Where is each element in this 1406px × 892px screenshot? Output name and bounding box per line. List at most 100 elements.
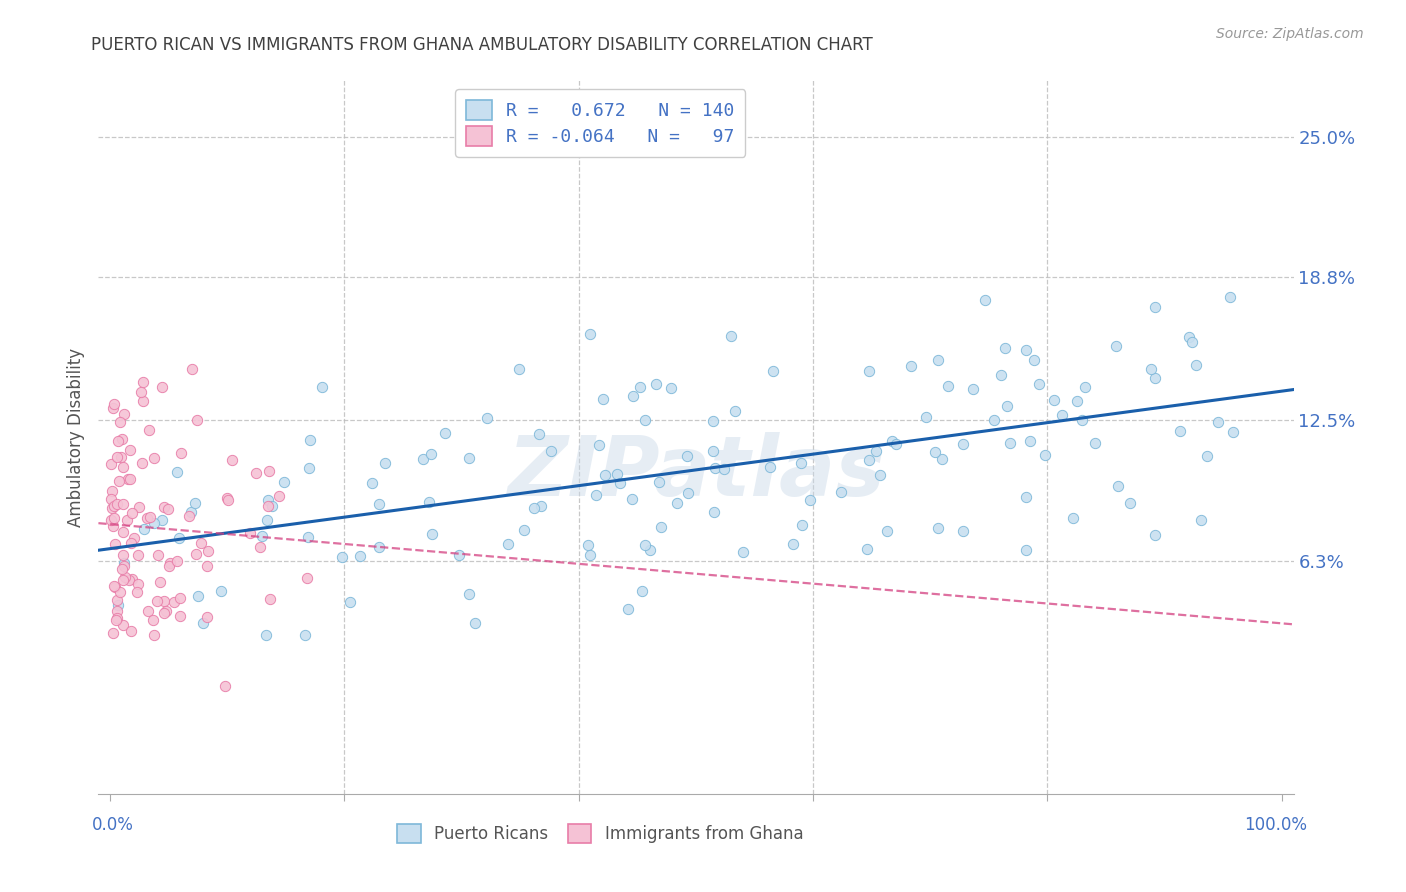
Point (412, 452, 434, 467)
Point (1144, 370, 1167, 384)
Point (143, 451, 166, 466)
Point (257, 500, 280, 514)
Point (579, 548, 602, 562)
Point (169, 608, 191, 623)
Point (121, 506, 143, 520)
Text: 100.0%: 100.0% (1244, 816, 1308, 834)
Point (330, 550, 353, 565)
Point (900, 359, 922, 373)
Point (105, 450, 128, 464)
Point (339, 595, 361, 609)
Point (117, 472, 139, 486)
Point (464, 615, 486, 630)
Point (361, 476, 384, 491)
Point (297, 530, 319, 544)
Point (676, 450, 699, 464)
Point (1070, 413, 1092, 427)
Point (136, 510, 159, 524)
Point (103, 626, 125, 640)
Point (298, 433, 321, 447)
Point (1015, 543, 1038, 558)
Point (120, 536, 142, 550)
Point (120, 624, 142, 638)
Point (108, 474, 131, 488)
Point (1043, 392, 1066, 407)
Point (865, 444, 887, 458)
Point (759, 460, 782, 475)
Point (1222, 425, 1244, 439)
Point (579, 327, 602, 342)
Point (1168, 424, 1191, 438)
Point (100, 513, 122, 527)
Point (163, 595, 186, 609)
Point (159, 556, 181, 570)
Point (936, 379, 959, 393)
Point (621, 389, 644, 403)
Point (983, 413, 1005, 427)
Point (128, 500, 150, 515)
Point (118, 472, 141, 486)
Point (100, 457, 122, 471)
Point (267, 489, 290, 503)
Point (349, 549, 371, 564)
Point (665, 496, 688, 510)
Point (995, 399, 1018, 413)
Point (138, 423, 160, 437)
Point (523, 500, 546, 515)
Point (124, 532, 146, 546)
Point (498, 537, 520, 551)
Point (731, 544, 754, 558)
Point (252, 529, 274, 543)
Point (704, 461, 727, 475)
Point (644, 377, 666, 392)
Point (142, 628, 165, 642)
Point (475, 411, 498, 425)
Point (294, 628, 316, 642)
Point (129, 385, 152, 400)
Y-axis label: Ambulatory Disability: Ambulatory Disability (66, 348, 84, 526)
Point (621, 491, 644, 506)
Point (1062, 510, 1084, 524)
Point (257, 493, 280, 508)
Point (592, 392, 614, 407)
Point (153, 607, 176, 621)
Point (973, 293, 995, 307)
Point (103, 401, 125, 415)
Point (110, 450, 132, 464)
Point (112, 407, 135, 421)
Point (184, 547, 207, 561)
Point (609, 475, 631, 490)
Point (576, 538, 599, 552)
Legend: Puerto Ricans, Immigrants from Ghana: Puerto Ricans, Immigrants from Ghana (391, 818, 810, 850)
Point (107, 434, 129, 449)
Point (114, 570, 136, 584)
Point (702, 444, 724, 458)
Point (1189, 513, 1212, 527)
Point (111, 432, 134, 446)
Point (134, 523, 156, 537)
Point (136, 604, 159, 618)
Point (125, 585, 148, 599)
Point (105, 497, 128, 511)
Point (152, 594, 174, 608)
Point (108, 415, 131, 429)
Point (1052, 408, 1074, 422)
Point (110, 584, 132, 599)
Point (799, 492, 821, 507)
Point (962, 382, 984, 396)
Point (100, 492, 122, 507)
Point (720, 329, 742, 343)
Point (1181, 334, 1204, 349)
Point (169, 446, 191, 460)
Point (115, 513, 138, 527)
Point (131, 457, 153, 471)
Point (1219, 290, 1241, 304)
Point (723, 403, 745, 417)
Point (678, 486, 700, 500)
Point (143, 516, 166, 530)
Point (1178, 330, 1201, 344)
Point (457, 450, 479, 465)
Point (1015, 490, 1038, 504)
Point (1105, 339, 1128, 353)
Point (1184, 358, 1206, 372)
